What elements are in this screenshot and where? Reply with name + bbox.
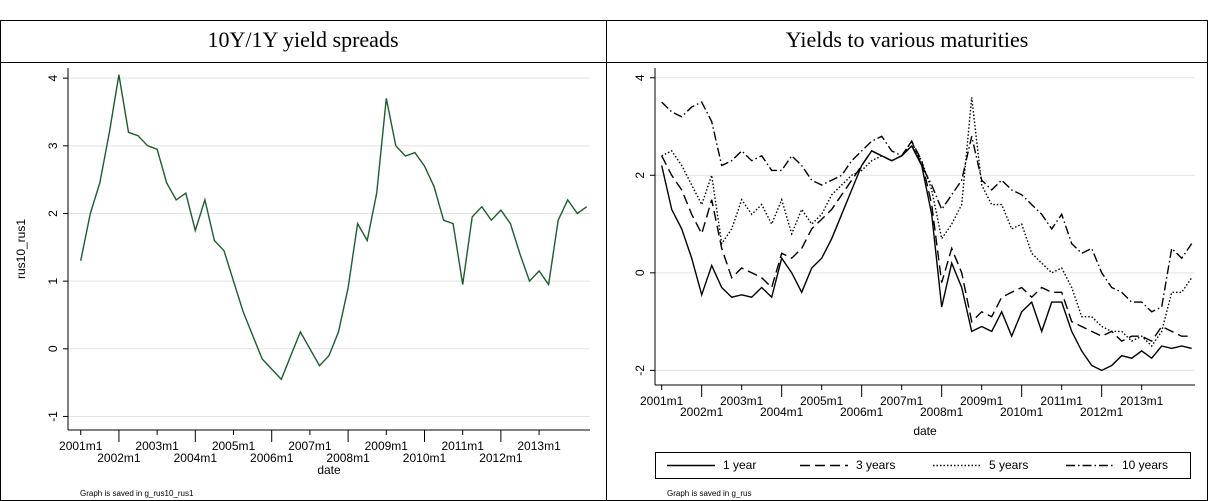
y-tick-label: 2 [633,172,647,179]
y-axis-title: rus10_rus1 [14,219,28,279]
x-tick-label: 2013m1 [517,439,561,453]
y-tick-label: 1 [46,277,60,284]
panel-title: 10Y/1Y yield spreads [207,27,398,52]
legend-box [655,452,1191,479]
x-tick-label: 2002m1 [97,451,141,465]
x-tick-label: 2002m1 [680,405,724,419]
x-tick-label: 2004m1 [174,451,218,465]
x-tick-label: 2007m1 [288,439,332,453]
x-tick-label: 2010m1 [1000,405,1044,419]
x-tick-label: 2006m1 [250,451,294,465]
x-tick-label: 2013m1 [1120,394,1164,408]
y-tick-label: -2 [633,365,647,376]
series-line [661,101,1193,313]
y-tick-label: 3 [46,142,60,149]
series-line [661,139,1192,342]
x-axis-title: date [913,424,937,438]
x-tick-label: 2011m1 [1040,394,1083,408]
y-tick-label: 0 [633,269,647,276]
x-tick-label: 2003m1 [720,394,764,408]
panel-title: Yields to various maturities [786,27,1029,52]
series-line [661,97,1193,348]
legend-label: 3 years [856,458,895,472]
x-tick-label: 2009m1 [960,394,1004,408]
legend-label: 10 years [1122,458,1168,472]
x-tick-label: 2005m1 [800,394,844,408]
x-tick-label: 2005m1 [212,439,256,453]
y-tick-label: 4 [633,74,647,81]
x-tick-label: 2007m1 [880,394,924,408]
y-tick-label: -1 [46,411,60,422]
legend-label: 1 year [723,458,756,472]
x-tick-label: 2001m1 [59,439,103,453]
y-tick-label: 4 [46,74,60,81]
series-line [661,144,1192,372]
x-tick-label: 2001m1 [640,394,684,408]
x-tick-label: 2012m1 [1080,405,1124,419]
y-tick-label: 0 [46,345,60,352]
note: Graph is saved in g_rus10_rus1 [80,489,194,498]
table-border [0,20,1208,501]
x-tick-label: 2008m1 [326,451,370,465]
x-axis-title: date [317,463,341,477]
x-tick-label: 2006m1 [840,405,884,419]
x-tick-label: 2003m1 [135,439,179,453]
series-line [80,74,588,381]
x-tick-label: 2004m1 [760,405,804,419]
x-tick-label: 2011m1 [441,439,484,453]
x-tick-label: 2009m1 [365,439,409,453]
y-tick-label: 2 [46,210,60,217]
note: Graph is saved in g_rus [667,489,752,498]
legend-label: 5 years [989,458,1028,472]
x-tick-label: 2012m1 [479,451,523,465]
x-tick-label: 2008m1 [920,405,964,419]
x-tick-label: 2010m1 [403,451,447,465]
